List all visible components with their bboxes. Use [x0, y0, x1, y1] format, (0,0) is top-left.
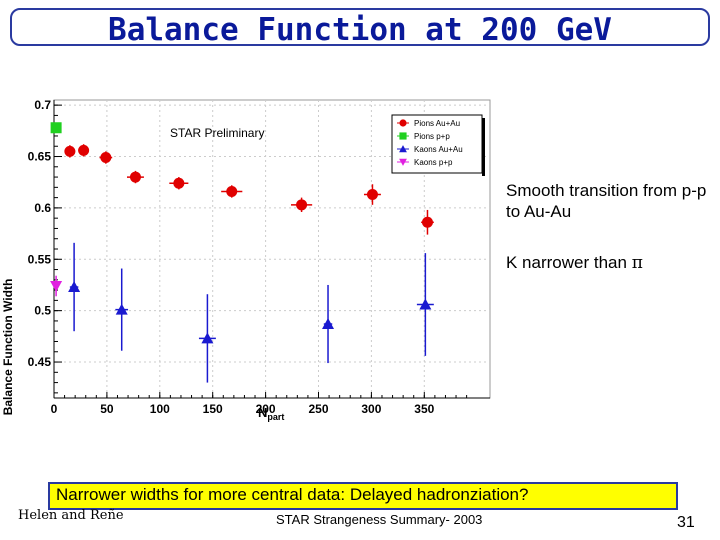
chart-legend: Pions Au+Au Pions p+p Kaons Au+Au Kaons p+p	[391, 114, 485, 176]
kaons-p-p-point	[50, 280, 63, 292]
y-tick-label: 0.65	[28, 150, 52, 164]
x-tick-label: 50	[100, 402, 114, 416]
x-tick-label: 150	[203, 402, 223, 416]
pions-au-au-point	[100, 152, 112, 164]
footer-authors: Helen and Reñe	[18, 508, 124, 523]
slide-title: Balance Function at 200 GeV	[108, 12, 612, 48]
pions-au-au-point	[64, 145, 76, 157]
legend-marker-pions-p-p	[399, 132, 407, 140]
x-tick-label: 0	[51, 402, 58, 416]
y-tick-label: 0.6	[34, 201, 51, 215]
legend-box	[391, 114, 483, 174]
pions-p-p-point	[50, 122, 62, 134]
pi-symbol: π	[631, 253, 643, 273]
y-tick-label: 0.5	[34, 304, 51, 318]
x-axis-title-main: N	[258, 405, 267, 420]
balance-function-chart: 0 50 100 150 200 250 300 350 0.45 0.5 0.55 0.6 0.65 0…	[1, 98, 491, 422]
x-tick-label: 100	[150, 402, 170, 416]
pions-au-au-point	[78, 144, 90, 156]
footer-presentation-title: STAR Strangeness Summary- 2003	[276, 512, 483, 527]
kaons-au-au-point	[419, 298, 432, 310]
pions-au-au-point	[296, 199, 308, 211]
note-kaon-text: K narrower than	[506, 253, 632, 272]
legend-label-pions-p-p: Pions p+p	[414, 132, 450, 141]
y-tick-label: 0.55	[28, 252, 52, 266]
pions-au-au-point	[226, 185, 238, 197]
legend-marker-pions-au-au	[399, 119, 407, 127]
y-axis-title: Balance Function Width	[1, 279, 15, 416]
x-tick-label: 300	[361, 402, 381, 416]
kaons-au-au-point	[115, 303, 128, 315]
legend-label-pions-au-au: Pions Au+Au	[414, 119, 460, 128]
bottom-highlight-note: Narrower widths for more central data: D…	[48, 482, 678, 510]
pions-au-au-point	[129, 171, 141, 183]
kaons-au-au-point	[322, 318, 335, 330]
note-kaon-narrower: K narrower than π	[506, 253, 643, 273]
legend-shadow	[482, 118, 485, 176]
y-tick-label: 0.45	[28, 355, 52, 369]
legend-marker-kaons-p-p	[399, 158, 407, 166]
legend-label-kaons-p-p: Kaons p+p	[414, 158, 453, 167]
y-tick-label: 0.7	[34, 98, 51, 112]
x-tick-label: 350	[414, 402, 434, 416]
note-smooth-transition: Smooth transition from p-p to Au-Au	[506, 181, 707, 221]
kaons-au-au-point	[68, 281, 81, 293]
star-preliminary-label: STAR Preliminary	[170, 126, 264, 140]
kaons-au-au-point	[201, 332, 214, 344]
x-tick-label: 250	[308, 402, 328, 416]
pions-au-au-point	[421, 216, 433, 228]
pions-au-au-point	[366, 189, 378, 201]
page-number: 31	[677, 514, 695, 531]
legend-label-kaons-au-au: Kaons Au+Au	[414, 145, 463, 154]
title-frame: Balance Function at 200 GeV	[10, 8, 710, 48]
x-axis-title-sub: part	[267, 412, 284, 422]
legend-marker-kaons-au-au	[399, 145, 407, 153]
x-axis-title: Npart	[258, 405, 284, 422]
pions-au-au-point	[173, 177, 185, 189]
x-tick-label: 200	[256, 402, 276, 416]
